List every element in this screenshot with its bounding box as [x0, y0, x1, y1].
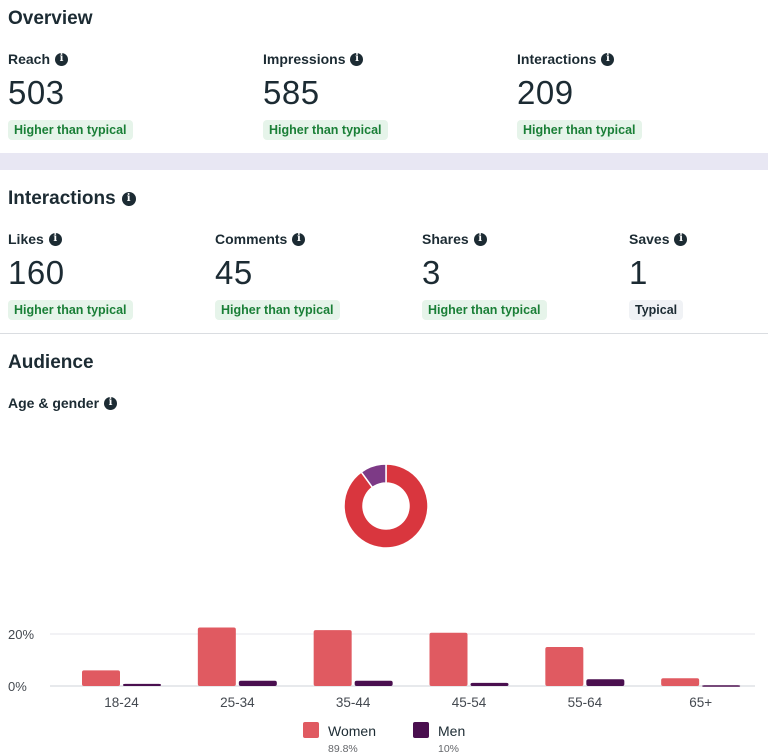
bar-men-35-44 [354, 680, 393, 686]
bar-men-18-24 [123, 683, 161, 686]
status-badge: Higher than typical [263, 120, 388, 140]
metric-reach: Reach i 503 Higher than typical [8, 50, 133, 140]
donut-slice-men [360, 463, 387, 489]
metric-value: 1 [629, 254, 648, 291]
metric-label: Reach [8, 51, 51, 67]
status-badge: Higher than typical [8, 300, 133, 320]
bar-women-45-54 [429, 632, 468, 686]
overview-title-text: Overview [8, 8, 93, 29]
legend-swatch-men [413, 722, 429, 738]
y-tick-label: 20% [8, 627, 34, 642]
info-icon[interactable]: i [292, 232, 306, 246]
status-badge: Typical [629, 300, 684, 320]
metric-value: 45 [215, 254, 253, 291]
status-badge: Higher than typical [517, 120, 642, 140]
audience-title-text: Audience [8, 352, 94, 373]
metric-value: 160 [8, 254, 65, 291]
age-gender-label: Age & gender i [8, 394, 118, 412]
info-icon[interactable]: i [674, 232, 688, 246]
metric-label-row: Saves i [629, 230, 688, 248]
info-icon[interactable]: i [473, 232, 487, 246]
metric-value: 209 [517, 74, 574, 111]
metric-label: Comments [215, 231, 288, 247]
metric-value: 503 [8, 74, 65, 111]
status-badge: Higher than typical [215, 300, 340, 320]
metric-label: Shares [422, 231, 469, 247]
metric-shares: Shares i 3 Higher than typical [422, 230, 547, 320]
x-tick-label: 25-34 [220, 695, 255, 710]
bar-women-35-44 [313, 630, 352, 686]
y-tick-label: 0% [8, 679, 27, 694]
bar-women-25-34 [197, 627, 236, 686]
metric-interactions: Interactions i 209 Higher than typical [517, 50, 642, 140]
info-icon[interactable]: i [55, 52, 69, 66]
legend-label: Men [438, 723, 465, 739]
bar-women-55-64 [545, 647, 584, 686]
age-gender-text: Age & gender [8, 395, 100, 411]
metric-label: Saves [629, 231, 670, 247]
bar-women-65+ [661, 678, 700, 686]
legend-label: Women [328, 723, 376, 739]
x-tick-label: 55-64 [568, 695, 603, 710]
metric-label: Impressions [263, 51, 346, 67]
x-tick-label: 18-24 [104, 695, 139, 710]
metric-impressions: Impressions i 585 Higher than typical [263, 50, 388, 140]
metric-value: 3 [422, 254, 441, 291]
metric-label: Interactions [517, 51, 597, 67]
metric-saves: Saves i 1 Typical [629, 230, 688, 320]
info-icon[interactable]: i [350, 52, 364, 66]
interactions-title: Interactions i [8, 188, 136, 210]
donut-slice-women [343, 463, 429, 549]
metric-label-row: Interactions i [517, 50, 642, 68]
x-tick-label: 65+ [689, 695, 712, 710]
legend-value: 10% [438, 743, 459, 753]
x-tick-label: 35-44 [336, 695, 371, 710]
status-badge: Higher than typical [422, 300, 547, 320]
metric-label-row: Impressions i [263, 50, 388, 68]
metric-label: Likes [8, 231, 44, 247]
bar-men-55-64 [586, 679, 625, 686]
status-badge: Higher than typical [8, 120, 133, 140]
metric-label-row: Likes i [8, 230, 133, 248]
metric-label-row: Comments i [215, 230, 340, 248]
legend-value: 89.8% [328, 743, 358, 753]
info-icon[interactable]: i [601, 52, 615, 66]
overview-title: Overview [8, 8, 93, 30]
metric-label-row: Reach i [8, 50, 133, 68]
bar-women-18-24 [82, 670, 120, 686]
info-icon[interactable]: i [121, 192, 136, 206]
bar-men-25-34 [238, 680, 277, 686]
info-icon[interactable]: i [104, 396, 118, 410]
bar-men-45-54 [470, 682, 509, 686]
interactions-title-text: Interactions [8, 188, 116, 209]
section-separator-band [0, 153, 768, 170]
metric-label-row: Shares i [422, 230, 547, 248]
legend-swatch-women [303, 722, 319, 738]
metric-likes: Likes i 160 Higher than typical [8, 230, 133, 320]
info-icon[interactable]: i [48, 232, 62, 246]
metric-value: 585 [263, 74, 320, 111]
x-tick-label: 45-54 [452, 695, 487, 710]
section-divider [0, 333, 768, 334]
metric-comments: Comments i 45 Higher than typical [215, 230, 340, 320]
audience-title: Audience [8, 352, 94, 374]
bar-men-65+ [702, 685, 741, 687]
